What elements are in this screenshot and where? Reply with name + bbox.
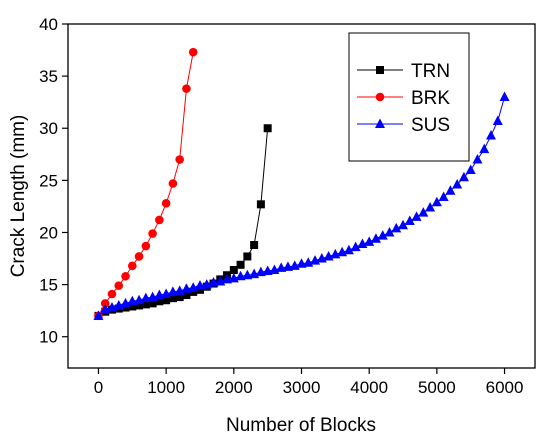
data-point-brk <box>114 281 124 290</box>
data-point-brk <box>188 47 198 57</box>
legend-label-brk: BRK <box>411 88 450 109</box>
data-point-brk <box>161 198 171 208</box>
data-point-brk <box>168 179 178 188</box>
legend-marker-trn <box>376 66 384 74</box>
data-point-sus <box>425 201 436 212</box>
data-point-sus <box>431 196 442 207</box>
y-axis-title: Crack Length (mm) <box>8 115 29 278</box>
data-point-brk <box>155 215 164 225</box>
data-point-brk <box>127 261 137 271</box>
x-axis-title: Number of Blocks <box>226 415 376 436</box>
series-line-trn <box>98 128 269 317</box>
data-point-sus <box>398 219 409 230</box>
data-point-trn <box>263 124 272 133</box>
data-point-brk <box>121 271 130 281</box>
data-point-sus <box>445 185 456 195</box>
data-point-sus <box>384 226 395 237</box>
data-point-trn <box>189 287 198 296</box>
data-point-trn <box>256 200 265 209</box>
data-point-trn <box>121 303 130 312</box>
y-tick-label: 30 <box>39 119 58 138</box>
data-point-trn <box>182 291 191 300</box>
data-point-sus <box>452 179 463 189</box>
x-tick-label: 4000 <box>350 378 388 397</box>
y-tick-label: 25 <box>39 171 58 190</box>
data-point-sus <box>438 191 449 202</box>
y-axis-ticks: 10 15 20 25 30 35 40 <box>39 15 68 347</box>
data-point-trn <box>128 302 137 311</box>
data-point-sus <box>364 236 375 246</box>
data-point-trn <box>229 266 238 275</box>
series-layer <box>93 47 510 321</box>
data-point-trn <box>243 252 252 261</box>
data-point-sus <box>350 241 361 252</box>
legend-label-sus: SUS <box>411 115 450 136</box>
data-point-trn <box>141 300 150 309</box>
data-point-trn <box>168 294 177 303</box>
series-sus <box>93 91 510 320</box>
data-point-trn <box>250 240 259 249</box>
data-point-sus <box>404 215 415 226</box>
data-point-sus <box>486 130 497 140</box>
data-point-sus <box>418 207 429 217</box>
x-axis-ticks: 0 1000 2000 3000 4000 5000 6000 <box>94 368 524 397</box>
x-tick-label: 5000 <box>418 378 456 397</box>
x-tick-label: 3000 <box>283 378 321 397</box>
legend: TRN BRK SUS <box>348 32 470 162</box>
legend-label-trn: TRN <box>411 61 450 82</box>
y-tick-label: 15 <box>39 276 58 295</box>
legend-marker-brk <box>375 92 385 102</box>
series-brk <box>94 47 198 321</box>
data-point-sus <box>93 310 104 320</box>
data-point-sus <box>391 222 402 233</box>
data-point-brk <box>141 241 151 251</box>
data-point-brk <box>100 299 110 308</box>
data-point-sus <box>465 164 476 174</box>
data-point-brk <box>175 155 184 164</box>
data-point-sus <box>472 154 483 164</box>
y-tick-label: 20 <box>39 223 58 242</box>
data-point-brk <box>134 252 144 261</box>
x-tick-label: 6000 <box>486 378 524 397</box>
data-point-sus <box>458 171 469 182</box>
data-point-brk <box>148 229 157 238</box>
x-tick-label: 1000 <box>147 378 185 397</box>
y-tick-label: 10 <box>39 328 58 347</box>
data-point-sus <box>343 244 354 255</box>
data-point-sus <box>370 233 381 243</box>
data-point-trn <box>175 293 184 302</box>
legend-marker-sus <box>375 118 385 128</box>
data-point-sus <box>499 91 510 101</box>
series-line-brk <box>98 52 194 317</box>
x-tick-label: 0 <box>94 378 103 397</box>
data-point-brk <box>107 289 117 299</box>
y-tick-label: 35 <box>39 67 58 86</box>
data-point-trn <box>135 301 144 310</box>
data-point-brk <box>182 84 191 93</box>
y-tick-label: 40 <box>39 15 58 34</box>
data-point-trn <box>236 260 245 269</box>
data-point-sus <box>411 211 422 221</box>
data-point-trn <box>148 299 157 308</box>
data-point-trn <box>162 296 171 305</box>
data-point-trn <box>155 297 164 306</box>
data-point-trn <box>195 285 204 294</box>
x-tick-label: 2000 <box>215 378 253 397</box>
data-point-sus <box>377 230 388 240</box>
data-point-sus <box>479 143 490 154</box>
data-point-sus <box>492 115 503 125</box>
